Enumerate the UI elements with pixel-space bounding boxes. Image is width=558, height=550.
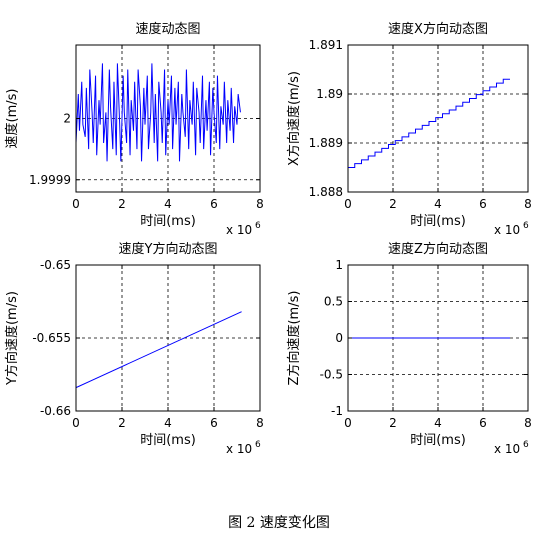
x-tick-label: 2	[118, 416, 126, 430]
y-tick-label: 0	[335, 331, 343, 345]
y-tick-label: -0.65	[40, 258, 71, 272]
x-multiplier-exponent: 6	[255, 440, 261, 450]
y-axis-label: 速度(m/s)	[4, 89, 20, 149]
x-tick-label: 4	[434, 197, 442, 211]
x-tick-label: 6	[210, 197, 218, 211]
x-axis-label: 时间(ms)	[410, 214, 466, 229]
x-tick-label: 2	[118, 197, 126, 211]
x-multiplier-label: x 10	[494, 442, 520, 456]
x-tick-label: 2	[389, 197, 397, 211]
chart-title: 速度Z方向动态图	[388, 241, 488, 257]
x-multiplier-exponent: 6	[255, 221, 261, 231]
x-multiplier-label: x 10	[226, 442, 252, 456]
x-axis-label: 时间(ms)	[140, 433, 196, 448]
x-multiplier-exponent: 6	[523, 221, 529, 231]
x-tick-label: 8	[256, 416, 264, 430]
x-tick-label: 6	[479, 197, 487, 211]
y-tick-label: 1.888	[309, 185, 343, 199]
x-multiplier-exponent: 6	[523, 440, 529, 450]
chart-title: 速度X方向动态图	[388, 21, 488, 37]
x-axis-label: 时间(ms)	[410, 433, 466, 448]
y-tick-label: -0.5	[320, 368, 343, 382]
y-tick-label: -1	[331, 404, 343, 418]
data-series-line	[348, 78, 510, 168]
data-series-line	[75, 311, 242, 389]
y-tick-label: 1.9999	[29, 173, 71, 187]
x-multiplier-label: x 10	[494, 223, 520, 237]
chart-title: 速度Y方向动态图	[119, 241, 218, 257]
x-tick-label: 0	[344, 416, 352, 430]
chart-title: 速度动态图	[135, 21, 200, 37]
y-tick-label: 1.89	[316, 87, 343, 101]
y-axis-label: X方向速度(m/s)	[286, 71, 302, 166]
y-tick-label: 0.5	[324, 295, 343, 309]
x-tick-label: 8	[524, 416, 532, 430]
y-tick-label: -0.66	[40, 404, 71, 418]
data-series-line	[75, 63, 241, 162]
x-multiplier-label: x 10	[226, 223, 252, 237]
y-tick-label: 1	[335, 258, 343, 272]
y-tick-label: 2	[63, 112, 71, 126]
x-tick-label: 6	[210, 416, 218, 430]
y-tick-label: -0.655	[32, 331, 71, 345]
x-tick-label: 0	[344, 197, 352, 211]
x-tick-label: 2	[389, 416, 397, 430]
x-tick-label: 4	[164, 416, 172, 430]
x-tick-label: 4	[434, 416, 442, 430]
figure-caption: 图 2 速度变化图	[228, 515, 330, 531]
x-tick-label: 6	[479, 416, 487, 430]
x-tick-label: 8	[524, 197, 532, 211]
x-tick-label: 4	[164, 197, 172, 211]
y-axis-label: Z方向速度(m/s)	[286, 291, 302, 386]
y-tick-label: 1.891	[309, 38, 343, 52]
x-tick-label: 8	[256, 197, 264, 211]
x-axis-label: 时间(ms)	[140, 214, 196, 229]
y-axis-label: Y方向速度(m/s)	[4, 291, 20, 386]
x-tick-label: 0	[72, 416, 80, 430]
y-tick-label: 1.889	[309, 136, 343, 150]
x-tick-label: 0	[72, 197, 80, 211]
